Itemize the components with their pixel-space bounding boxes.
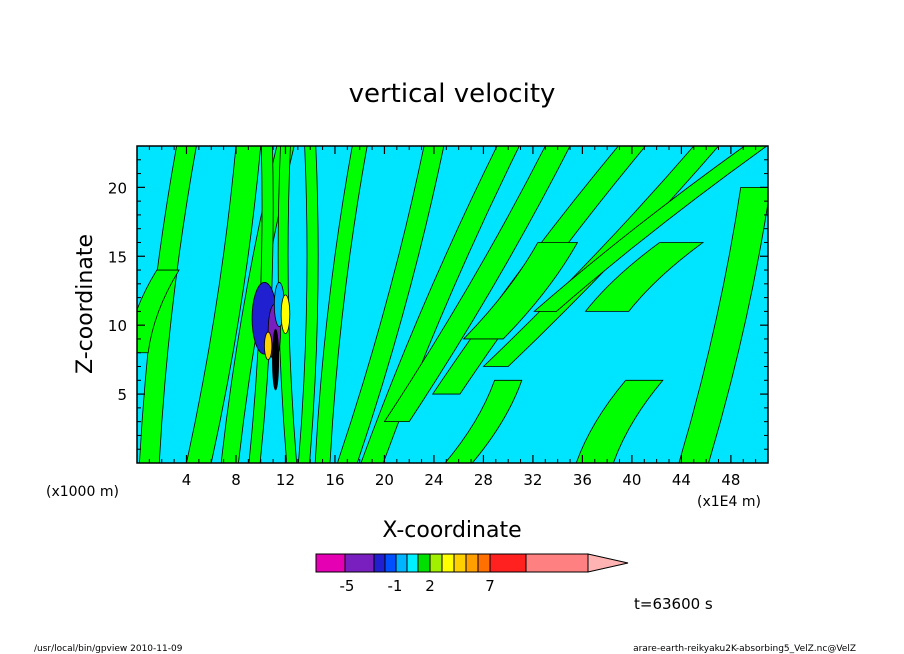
colorbar-swatch-4 — [395, 553, 408, 573]
chart-title: vertical velocity — [349, 79, 556, 109]
footer-left: /usr/local/bin/gpview 2010-11-09 — [34, 644, 183, 654]
x-tick-label-6: 28 — [474, 471, 493, 489]
x-axis-label: X-coordinate — [382, 518, 521, 543]
y-tick-label-1: 10 — [108, 317, 127, 335]
colorbar-swatch-10 — [465, 553, 479, 573]
core-contour — [280, 294, 291, 334]
x-unit-right: (x1E4 m) — [697, 494, 761, 510]
x-tick-label-10: 44 — [672, 471, 691, 489]
contour-band — [139, 146, 197, 463]
colorbar — [315, 553, 629, 573]
colorbar-tick-labels: -5 -1 2 7 — [340, 577, 495, 595]
footer-right: arare-earth-reikyaku2K-absorbing5_VelZ.n… — [633, 644, 856, 654]
contour-band — [298, 146, 319, 463]
x-tick-label-2: 12 — [276, 471, 295, 489]
colorbar-swatch-13 — [525, 553, 589, 573]
colorbar-swatch-0 — [315, 553, 346, 573]
x-tick-label-5: 24 — [424, 471, 443, 489]
contour-band — [186, 146, 262, 463]
x-tick-label-9: 40 — [622, 471, 641, 489]
contour-band — [383, 146, 571, 423]
core-contour — [264, 331, 273, 361]
contour-band — [575, 379, 664, 463]
x-unit-left: (x1000 m) — [46, 484, 119, 500]
y-tick-label-3: 20 — [108, 179, 127, 197]
x-tick-label-11: 48 — [721, 471, 740, 489]
colorbar-swatch-1 — [344, 553, 375, 573]
x-axis-ticks: 4 8 12 16 20 24 28 32 36 40 44 48 — [148, 146, 757, 489]
contour-band — [314, 146, 368, 463]
x-tick-label-8: 36 — [573, 471, 592, 489]
contour-band — [584, 242, 705, 312]
colorbar-tick-label-0: -5 — [340, 577, 355, 595]
colorbar-swatch-5 — [406, 553, 419, 573]
colorbar-swatch-12 — [489, 553, 527, 573]
time-label: t=63600 s — [634, 595, 713, 613]
x-tick-label-1: 8 — [231, 471, 241, 489]
y-axis-ticks: 5 10 15 20 — [108, 159, 768, 450]
colorbar-swatch-8 — [441, 553, 455, 573]
x-tick-label-7: 32 — [523, 471, 542, 489]
y-axis-label: Z-coordinate — [73, 234, 98, 374]
colorbar-arrow — [587, 553, 629, 573]
colorbar-swatch-9 — [453, 553, 467, 573]
contour-band — [533, 146, 768, 312]
x-tick-label-3: 16 — [325, 471, 344, 489]
core-contour — [272, 328, 280, 391]
colorbar-swatch-11 — [477, 553, 491, 573]
colorbar-tick-label-2: 2 — [425, 577, 435, 595]
colorbar-swatch-3 — [384, 553, 397, 573]
colorbar-swatch-7 — [429, 553, 443, 573]
y-tick-label-0: 5 — [117, 386, 127, 404]
x-tick-label-4: 20 — [375, 471, 394, 489]
contour-band — [337, 146, 445, 463]
x-tick-label-0: 4 — [182, 471, 192, 489]
contour-band — [678, 186, 768, 463]
contour-band — [137, 269, 180, 354]
contour-band — [444, 379, 523, 463]
y-tick-label-2: 15 — [108, 248, 127, 266]
colorbar-swatch-2 — [373, 553, 386, 573]
colorbar-swatch-6 — [417, 553, 431, 573]
contour-band — [462, 242, 579, 340]
plot-frame — [136, 145, 769, 464]
contour-fill — [137, 146, 768, 463]
colorbar-tick-label-1: -1 — [388, 577, 403, 595]
colorbar-tick-label-3: 7 — [485, 577, 495, 595]
